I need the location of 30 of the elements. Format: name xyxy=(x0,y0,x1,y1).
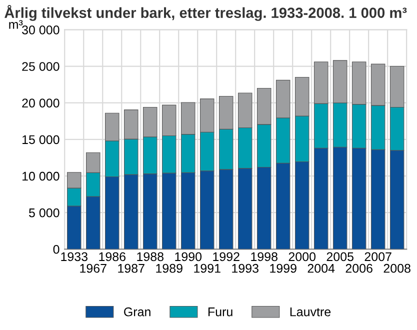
y-tick-label: 0 xyxy=(53,244,60,254)
y-tick-label: 5 000 xyxy=(28,208,60,218)
y-tick-label: 25 000 xyxy=(22,62,60,71)
x-tick-label: 2007 xyxy=(364,252,392,262)
y-axis-title: m³ xyxy=(9,20,23,29)
y-tick-label: 15 000 xyxy=(22,135,60,144)
legend-label: Lauvtre xyxy=(290,308,331,316)
chart-title: Årlig tilvekst under bark, etter treslag. 1933-2008. 1 000 m³ xyxy=(4,4,407,21)
x-tick-label: 1999 xyxy=(270,264,296,273)
x-tick-label: 1987 xyxy=(118,264,144,273)
x-tick-label: 1998 xyxy=(251,252,278,262)
x-tick-label: 2000 xyxy=(288,252,316,262)
legend-label: Furu xyxy=(208,308,232,316)
x-tick-label: 2006 xyxy=(346,264,372,273)
x-tick-label: 2005 xyxy=(326,252,354,262)
x-tick-label: 1991 xyxy=(194,264,220,273)
x-tick-label: 2008 xyxy=(384,264,410,273)
legend-label: Gran xyxy=(124,307,150,316)
x-tick-label: 1933 xyxy=(61,252,88,262)
x-tick-label: 1990 xyxy=(175,252,202,262)
y-tick-label: 30 000 xyxy=(22,26,60,34)
x-tick-label: 1967 xyxy=(80,264,106,273)
x-tick-label: 1988 xyxy=(137,252,164,262)
x-tick-label: 1986 xyxy=(99,252,126,262)
x-tick-label: 2004 xyxy=(308,264,335,273)
x-tick-label: 1989 xyxy=(156,264,182,273)
x-tick-label: 1992 xyxy=(213,252,240,262)
y-tick-label: 20 000 xyxy=(22,98,60,108)
x-tick-label: 1993 xyxy=(232,264,258,273)
y-tick-label: 10 000 xyxy=(22,172,60,181)
